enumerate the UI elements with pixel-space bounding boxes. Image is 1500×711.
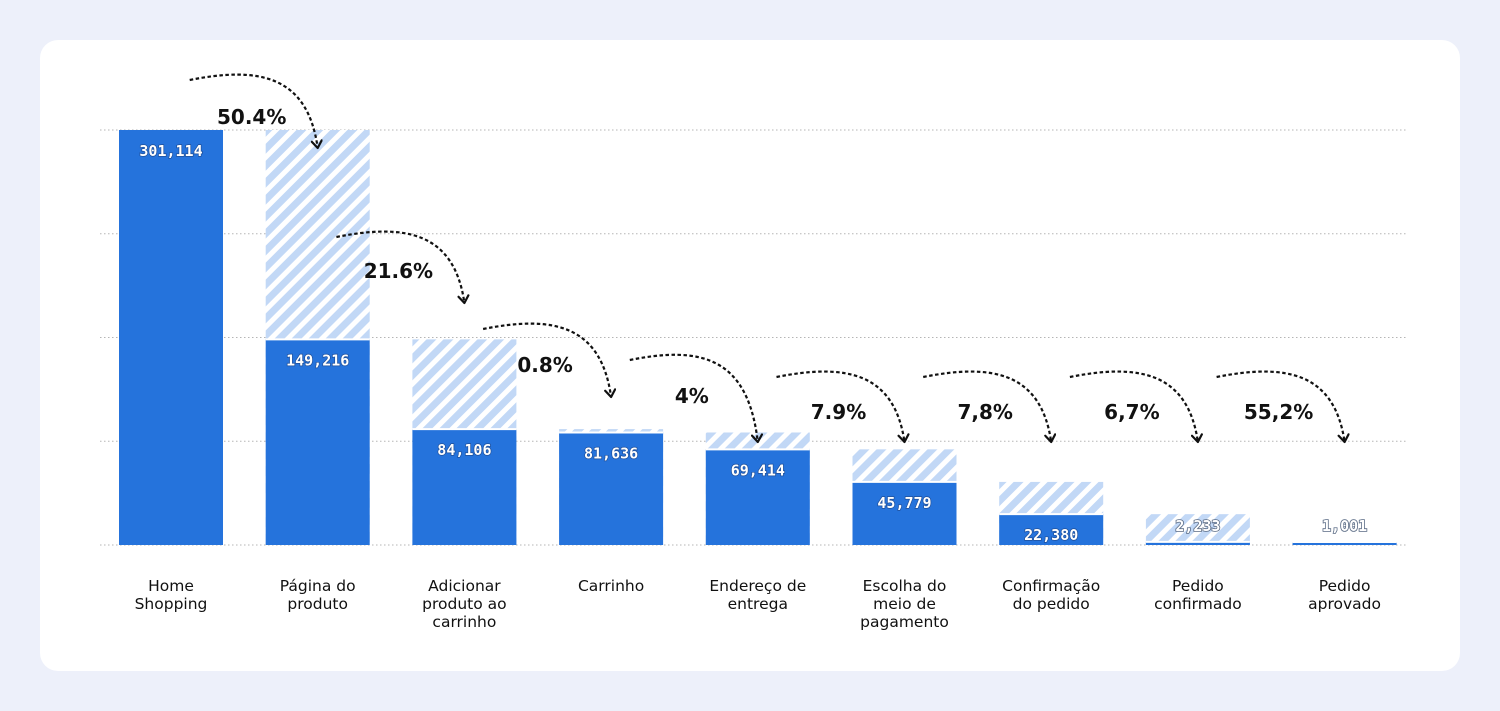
conversion-rate-label: 0.8% bbox=[517, 353, 572, 377]
bar-value-label: 45,779 bbox=[877, 494, 931, 512]
bar-value-label: 2,233 bbox=[1175, 517, 1220, 535]
conversion-arrow bbox=[922, 370, 1051, 442]
bar bbox=[119, 130, 223, 545]
funnel-chart: 301,114 Home Shopping 149,216 Página do produ… bbox=[100, 73, 1408, 631]
conversion-rate-label: 50.4% bbox=[217, 105, 286, 129]
previous-step-bar bbox=[1145, 514, 1250, 545]
conversion-arrow bbox=[1069, 370, 1198, 442]
category-label: Carrinho bbox=[578, 577, 644, 595]
conversion-rate-label: 4% bbox=[675, 384, 709, 408]
category-label: Pedido confirmado bbox=[1154, 577, 1242, 613]
conversion-rate-label: 6,7% bbox=[1104, 400, 1159, 424]
bar-value-label: 84,106 bbox=[437, 441, 491, 459]
category-label: Escolha do meio de pagamento bbox=[860, 577, 949, 631]
conversion-arrow bbox=[482, 322, 611, 397]
bar-value-label: 22,380 bbox=[1024, 526, 1078, 544]
category-label: Pedido aprovado bbox=[1308, 577, 1381, 613]
category-label: Adicionar produto ao carrinho bbox=[422, 577, 507, 631]
bar bbox=[852, 481, 957, 545]
category-label: Endereço de entrega bbox=[709, 577, 806, 613]
chart-card: 301,114 Home Shopping 149,216 Página do produ… bbox=[40, 40, 1460, 671]
category-label: Confirmação do pedido bbox=[1002, 577, 1100, 613]
conversion-rate-label: 7.9% bbox=[811, 400, 866, 424]
bar bbox=[1292, 542, 1397, 545]
bar bbox=[412, 429, 517, 545]
bar bbox=[705, 449, 810, 545]
bar bbox=[265, 339, 370, 545]
bar-value-label: 81,636 bbox=[584, 444, 638, 462]
conversion-rate-label: 21.6% bbox=[364, 259, 433, 283]
conversion-rate-label: 55,2% bbox=[1244, 400, 1313, 424]
bar bbox=[1145, 541, 1250, 545]
bar-value-label: 301,114 bbox=[139, 142, 202, 160]
bar bbox=[559, 432, 664, 545]
conversion-arrow bbox=[776, 370, 905, 442]
bar-value-label: 149,216 bbox=[286, 351, 349, 369]
conversion-arrow bbox=[629, 353, 758, 442]
bar bbox=[999, 514, 1104, 545]
bar-value-label: 69,414 bbox=[731, 461, 785, 479]
conversion-arrow bbox=[336, 230, 464, 303]
bar-value-label: 1,001 bbox=[1322, 517, 1367, 535]
conversion-rate-label: 7,8% bbox=[957, 400, 1012, 424]
category-label: Página do produto bbox=[280, 577, 356, 613]
conversion-arrow bbox=[189, 73, 318, 148]
conversion-arrow bbox=[1216, 370, 1345, 442]
category-label: Home Shopping bbox=[135, 577, 208, 613]
